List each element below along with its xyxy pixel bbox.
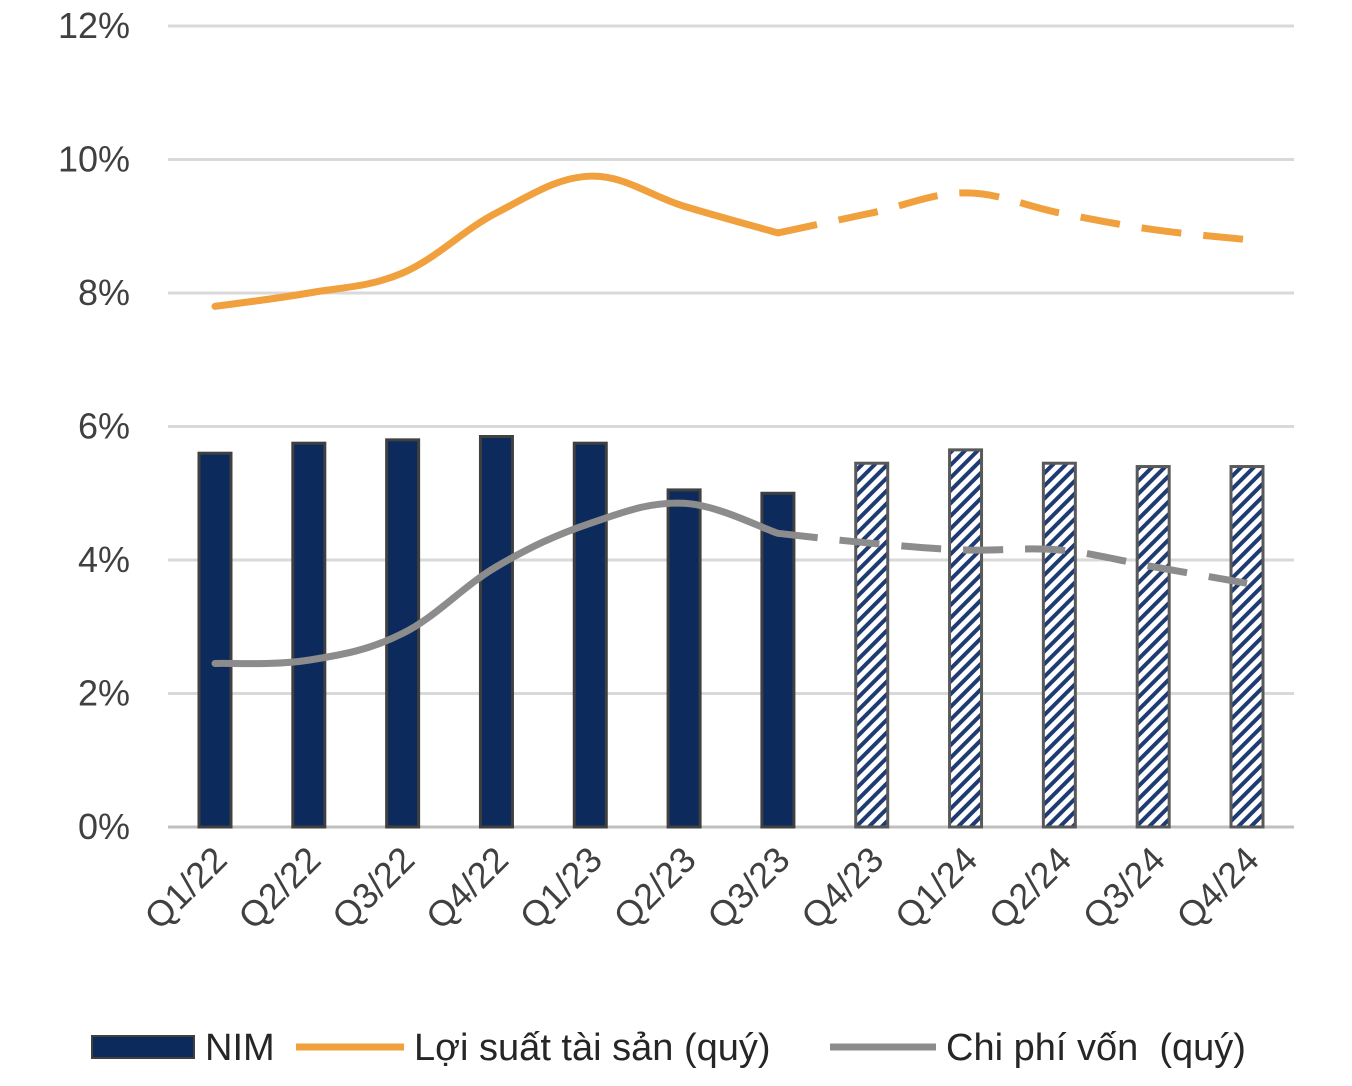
asset-yield-line-forecast <box>777 189 1248 244</box>
cost-of-funds-line-actual <box>211 499 782 668</box>
nim-bars <box>197 435 1265 829</box>
x-tick-label: Q3/23 <box>699 839 797 937</box>
nim-bar <box>1135 465 1171 829</box>
nim-bar <box>948 448 984 829</box>
x-tick-label: Q1/23 <box>512 839 610 937</box>
legend-label: NIM <box>205 1027 275 1069</box>
y-tick-label: 0% <box>78 806 130 847</box>
x-tick-label: Q4/22 <box>418 839 516 937</box>
y-tick-label: 6% <box>78 406 130 447</box>
nim-bar <box>197 451 233 829</box>
cost-of-funds-line-forecast <box>777 529 1248 587</box>
x-tick-label: Q4/24 <box>1168 839 1266 937</box>
x-tick-label: Q4/23 <box>793 839 891 937</box>
y-tick-label: 8% <box>78 272 130 313</box>
nim-bar <box>1041 461 1077 829</box>
legend-label: Lợi suất tài sản (quý) <box>414 1027 771 1069</box>
nim-bar <box>854 461 890 829</box>
x-tick-label: Q3/24 <box>1074 839 1172 937</box>
x-tick-label: Q1/22 <box>136 839 234 937</box>
x-tick-label: Q2/24 <box>981 839 1079 937</box>
nim-bar <box>666 488 702 829</box>
nim-bar <box>1229 465 1265 829</box>
x-tick-label: Q1/24 <box>887 839 985 937</box>
nim-bar <box>478 435 514 829</box>
x-axis-tick-labels: Q1/22Q2/22Q3/22Q4/22Q1/23Q2/23Q3/23Q4/23… <box>136 839 1266 937</box>
legend: NIM Lợi suất tài sản (quý) Chi phí vốn (qu… <box>91 1027 1246 1069</box>
series-lines <box>211 172 1248 668</box>
y-axis-tick-labels: 0% 2% 4% 6% 8% 10% 12% <box>58 5 130 847</box>
nim-bar <box>572 441 608 829</box>
x-tick-label: Q2/23 <box>605 839 703 937</box>
legend-label: Chi phí vốn (quý) <box>946 1027 1246 1069</box>
y-tick-label: 10% <box>58 139 130 180</box>
y-tick-label: 12% <box>58 5 130 46</box>
nim-bar <box>760 491 796 829</box>
asset-yield-line-actual <box>211 172 782 310</box>
y-tick-label: 4% <box>78 539 130 580</box>
x-tick-label: Q3/22 <box>324 839 422 937</box>
nim-bar <box>291 441 327 829</box>
legend-swatch-nim <box>91 1035 195 1059</box>
x-tick-label: Q2/22 <box>230 839 328 937</box>
gridlines <box>168 24 1294 829</box>
y-tick-label: 2% <box>78 673 130 714</box>
